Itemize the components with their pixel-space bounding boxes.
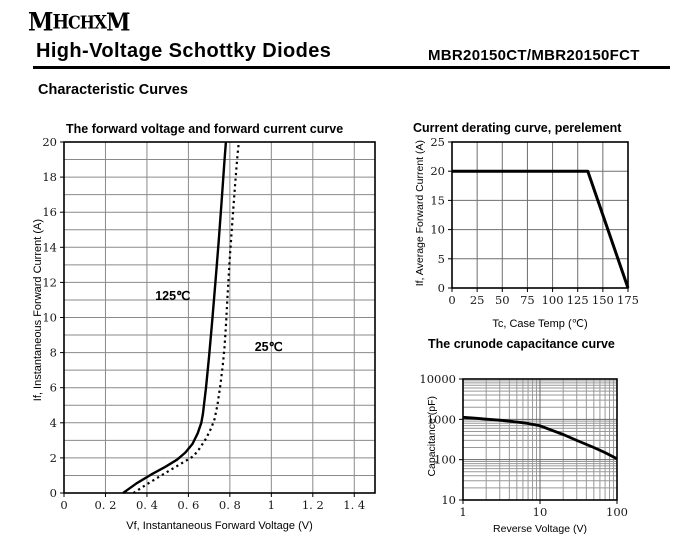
logo-letter: H [52, 11, 69, 34]
y-tick-label: 8 [50, 346, 57, 360]
logo-letter: M [106, 8, 130, 37]
y-tick-label: 10 [430, 223, 445, 237]
logo-letter: H [79, 11, 95, 33]
y-tick-label: 16 [42, 205, 57, 219]
forward-voltage-chart: 0 0. 2 0. 4 0. 6 0. 8 1 1. 2 1. 4 0 2 4 6 8 10 12 14 16 1… [30, 116, 395, 543]
x-tick-label: 0. 4 [136, 498, 158, 512]
forward-voltage-chart-canvas: 0 0. 2 0. 4 0. 6 0. 8 1 1. 2 1. 4 0 2 4 6 8 10 12 14 16 1… [42, 135, 376, 512]
x-tick-label: 100 [542, 293, 564, 307]
x-tick-label: 0. 8 [219, 498, 241, 512]
forward-voltage-x-axis-label: Vf, Instantaneous Forward Voltage (V) [126, 520, 313, 532]
capacitance-curve [462, 415, 618, 461]
y-tick-label: 14 [42, 240, 57, 254]
y-tick-label: 1000 [427, 412, 456, 426]
y-tick-label: 4 [50, 416, 57, 430]
x-tick-label: 50 [495, 293, 510, 307]
y-tick-label: 20 [42, 135, 57, 149]
header-rule [33, 66, 670, 69]
capacitance-chart: 1 10 100 10 100 1000 10000 The crunode capacit… [405, 334, 700, 543]
y-tick-label: 2 [50, 451, 57, 465]
y-tick-label: 100 [434, 453, 456, 467]
y-tick-label: 6 [50, 381, 57, 395]
x-tick-label: 1. 2 [302, 498, 324, 512]
plot-border [451, 141, 629, 289]
logo-letter: X [93, 11, 107, 34]
x-tick-label: 100 [606, 505, 628, 519]
x-tick-label: 0. 6 [177, 498, 199, 512]
curve-annotation: 125℃ [155, 289, 190, 303]
y-tick-label: 10000 [419, 372, 456, 386]
y-tick-label: 12 [42, 275, 57, 289]
forward-voltage-y-axis-label: If, Instantaneous Forward Current (A) [32, 219, 44, 402]
logo-letter: M [28, 7, 53, 37]
current-derating-y-axis-label: If, Average Forward Current (A) [414, 140, 426, 287]
curve-annotation: 25℃ [255, 340, 283, 354]
y-tick-label: 0 [50, 486, 57, 500]
current-derating-chart: 0 25 50 75 100 125 150 175 0 5 10 15 20 25 Current de… [405, 114, 700, 339]
x-tick-label: 75 [520, 293, 535, 307]
x-tick-label: 125 [567, 293, 589, 307]
x-tick-label: 1. 4 [343, 498, 365, 512]
current-derating-chart-title: Current derating curve, perelement [413, 121, 622, 135]
part-number: MBR20150CT/MBR20150FCT [428, 47, 640, 64]
derating-curve [452, 169, 630, 289]
x-tick-label: 0. 2 [94, 498, 116, 512]
x-tick-label: 1 [459, 505, 466, 519]
logo-letter: C [68, 11, 81, 33]
capacitance-chart-title: The crunode capacitance curve [428, 337, 615, 351]
current-derating-x-axis-label: Tc, Case Temp (℃) [492, 318, 588, 330]
x-tick-label: 1 [268, 498, 275, 512]
x-tick-label: 0 [60, 498, 67, 512]
y-tick-label: 10 [42, 311, 57, 325]
y-tick-label: 18 [42, 170, 57, 184]
x-tick-label: 0 [448, 293, 455, 307]
capacitance-y-axis-label: Capacitance (pF) [426, 396, 438, 477]
y-tick-label: 15 [430, 193, 445, 207]
forward-voltage-chart-title: The forward voltage and forward current … [66, 122, 344, 136]
y-tick-label: 10 [441, 493, 456, 507]
y-tick-label: 0 [438, 281, 445, 295]
y-tick-label: 5 [438, 252, 445, 266]
document-title: High-Voltage Schottky Diodes [36, 40, 332, 62]
brand-logo: MHCHXM [28, 7, 130, 37]
x-tick-label: 175 [617, 293, 639, 307]
y-tick-label: 25 [430, 135, 445, 149]
section-title: Characteristic Curves [38, 82, 188, 98]
current-derating-chart-canvas: 0 25 50 75 100 125 150 175 0 5 10 15 20 25 [430, 135, 639, 307]
125C-curve [122, 141, 228, 494]
x-tick-label: 10 [533, 505, 548, 519]
x-tick-label: 150 [592, 293, 614, 307]
capacitance-x-axis-label: Reverse Voltage (V) [493, 523, 587, 535]
y-tick-label: 20 [430, 164, 445, 178]
x-tick-label: 25 [470, 293, 485, 307]
